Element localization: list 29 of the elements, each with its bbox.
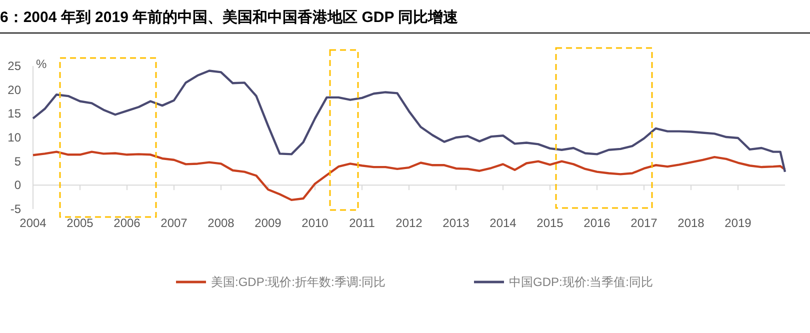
x-tick-label: 2011 xyxy=(349,216,376,230)
line-series xyxy=(32,150,786,202)
x-tick-label: 2005 xyxy=(66,216,94,230)
y-tick-label: 15 xyxy=(8,106,22,121)
x-tick-label: 2010 xyxy=(302,216,329,230)
legend-label: 美国:GDP:现价:折年数:季调:同比 xyxy=(211,275,386,289)
x-tick-label: 2017 xyxy=(630,216,658,230)
x-tick-label: 2009 xyxy=(254,216,282,230)
x-tick-label: 2018 xyxy=(678,216,705,230)
x-tick-label: 2006 xyxy=(114,216,141,230)
chart-title: 6：2004 年到 2019 年前的中国、美国和中国香港地区 GDP 同比增速 xyxy=(0,8,460,26)
y-tick-label: 10 xyxy=(8,130,22,144)
x-tick-label: 2019 xyxy=(724,216,752,230)
x-tick-label: 2015 xyxy=(536,216,564,230)
y-tick-label: 0 xyxy=(14,178,22,192)
x-tick-label: 2008 xyxy=(208,216,235,230)
legend-label: 中国GDP:现价:当季值:同比 xyxy=(509,275,654,289)
y-tick-label: 25 xyxy=(8,59,22,73)
x-tick-label: 2013 xyxy=(442,216,470,230)
x-tick-label: 2012 xyxy=(396,216,423,230)
y-tick-label: -5 xyxy=(10,202,22,216)
y-tick-label: 20 xyxy=(8,82,22,97)
y-axis-title: % xyxy=(36,57,47,71)
line-series xyxy=(32,70,786,173)
x-tick-label: 2004 xyxy=(20,216,47,230)
x-tick-label: 2014 xyxy=(490,216,517,230)
y-tick-label: 5 xyxy=(14,154,22,168)
x-tick-label: 2007 xyxy=(160,216,188,230)
x-tick-label: 2016 xyxy=(584,216,611,230)
